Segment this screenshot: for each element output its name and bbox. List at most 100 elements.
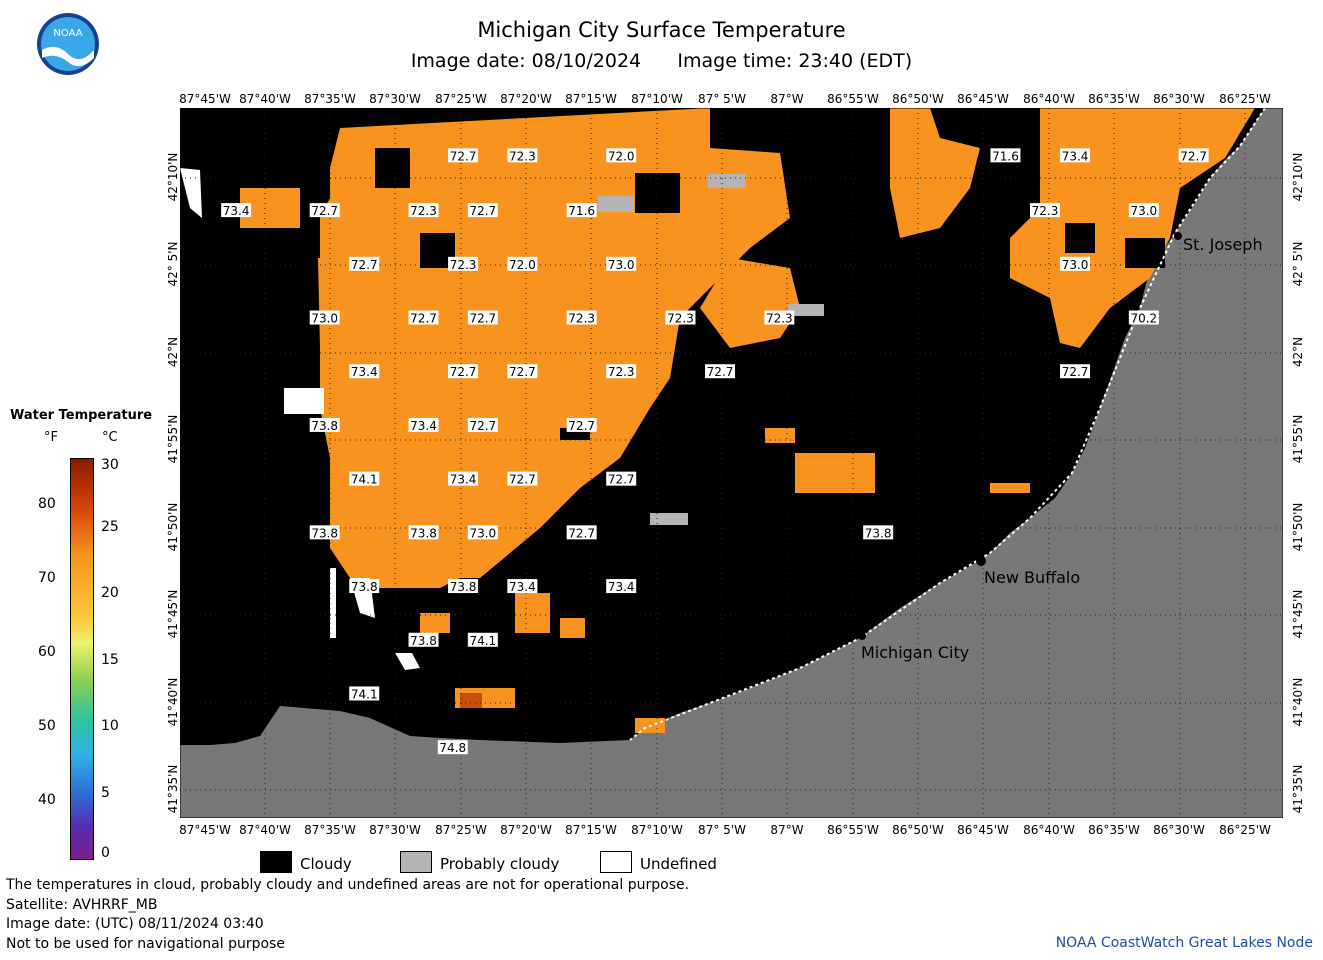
temperature-label: 72.7 — [707, 365, 734, 379]
longitude-tick: 86°40'W — [1023, 92, 1075, 106]
logo-text: NOAA — [53, 28, 82, 39]
temperature-label-bg — [309, 203, 340, 218]
temperature-label-bg — [448, 471, 479, 486]
latitude-tick: 41°50'N — [166, 502, 180, 552]
temperature-label-bg — [606, 364, 637, 379]
temperature-label: 72.0 — [509, 258, 536, 272]
temperature-label-bg — [448, 148, 479, 163]
temperature-label-bg — [448, 364, 479, 379]
temperature-label-bg — [1030, 203, 1061, 218]
longitude-tick: 86°40'W — [1023, 823, 1075, 837]
colorbar-tick-c: 10 — [101, 718, 119, 734]
warm-spot — [460, 693, 482, 708]
temperature-label-bg — [408, 203, 439, 218]
longitude-tick: 86°50'W — [892, 823, 944, 837]
longitude-tick: 87°25'W — [435, 92, 487, 106]
temperature-label-bg — [467, 310, 498, 325]
temperature-label: 72.7 — [509, 473, 536, 487]
longitude-tick: 87° 5'W — [698, 823, 746, 837]
temperature-label: 72.7 — [450, 365, 477, 379]
credit-link[interactable]: NOAA CoastWatch Great Lakes Node — [1055, 935, 1313, 951]
place-new-buffalo: New Buffalo — [984, 568, 1080, 587]
temperature-label-bg — [507, 148, 538, 163]
temperature-label: 72.7 — [1180, 149, 1207, 163]
longitude-tick: 87°45'W — [179, 823, 231, 837]
longitude-tick: 87° 5'W — [698, 92, 746, 106]
temperature-label-bg — [408, 525, 439, 540]
temperature-label: 72.3 — [509, 149, 536, 163]
colorbar-tick-f: 70 — [38, 570, 56, 586]
temperature-label-bg — [507, 579, 538, 594]
temperature-label-bg — [566, 417, 597, 432]
longitude-tick: 87°15'W — [565, 92, 617, 106]
temperature-label-bg — [309, 525, 340, 540]
colorbar-tick-c: 0 — [101, 845, 110, 861]
image-datetime: Image date: 08/10/2024 Image time: 23:40… — [0, 50, 1323, 72]
longitude-tick: 87°W — [770, 92, 804, 106]
graticule — [180, 108, 1283, 818]
temperature-label: 74.1 — [351, 473, 378, 487]
temperature-label-bg — [507, 364, 538, 379]
longitude-tick: 87°20'W — [500, 823, 552, 837]
latitude-tick: 42°N — [1291, 336, 1305, 368]
longitude-tick: 86°35'W — [1088, 823, 1140, 837]
temperature-label-bg — [1060, 256, 1091, 271]
temperature-label: 72.7 — [608, 473, 635, 487]
temperature-label-bg — [349, 471, 380, 486]
latitude-tick: 42° 5'N — [1291, 241, 1305, 287]
temperature-label: 72.3 — [667, 312, 694, 326]
temperature-label: 72.7 — [351, 258, 378, 272]
temperature-label: 73.0 — [1130, 204, 1157, 218]
temperature-label: 72.7 — [1062, 365, 1089, 379]
longitude-tick: 87°30'W — [369, 92, 421, 106]
temperature-label: 74.1 — [469, 634, 496, 648]
temperature-labels: 72.7 72.3 72.0 71.6 73.4 72.7 73.4 72.7 72.3 72.7… — [221, 148, 1209, 755]
longitude-tick: 86°25'W — [1219, 92, 1271, 106]
temperature-label-bg — [467, 632, 498, 647]
latitude-tick: 41°40'N — [166, 677, 180, 727]
temperature-label: 72.7 — [450, 149, 477, 163]
footer-utc-date: Image date: (UTC) 08/11/2024 03:40 — [6, 916, 264, 932]
longitude-tick: 86°50'W — [892, 92, 944, 106]
temperature-label: 72.3 — [410, 204, 437, 218]
temperature-label-bg — [437, 740, 468, 755]
latitude-tick: 41°45'N — [1291, 589, 1305, 639]
colorbar-title: Water Temperature — [10, 408, 153, 423]
temperature-label-bg — [566, 203, 597, 218]
temperature-label: 73.8 — [865, 526, 892, 540]
longitude-tick: 87°20'W — [500, 92, 552, 106]
legend-undefined-label: Undefined — [640, 855, 717, 873]
page-title: Michigan City Surface Temperature — [477, 18, 846, 42]
legend-probably-cloudy-label: Probably cloudy — [440, 855, 560, 873]
place-st-joseph: St. Joseph — [1183, 235, 1263, 254]
longitude-tick: 86°30'W — [1153, 92, 1205, 106]
latitude-tick: 41°50'N — [1291, 502, 1305, 552]
temperature-label-bg — [221, 203, 252, 218]
temperature-label: 72.3 — [568, 312, 595, 326]
colorbar-tick-c: 5 — [101, 785, 110, 801]
longitude-tick: 87°10'W — [631, 92, 683, 106]
temperature-label-bg — [467, 525, 498, 540]
temperature-label: 72.7 — [410, 312, 437, 326]
footer-disclaimer: The temperatures in cloud, probably clou… — [6, 877, 690, 893]
temperature-label: 73.8 — [351, 580, 378, 594]
colorbar-tick-f: 60 — [38, 644, 56, 660]
noaa-logo: NOAA — [37, 13, 99, 75]
longitude-tick: 86°25'W — [1219, 823, 1271, 837]
longitude-tick: 87°40'W — [239, 823, 291, 837]
temperature-label-bg — [507, 471, 538, 486]
michigan-city-marker — [858, 632, 866, 640]
longitude-tick: 86°45'W — [957, 92, 1009, 106]
new-buffalo-marker — [976, 556, 986, 566]
temperature-label-bg — [507, 256, 538, 271]
legend-cloudy-label: Cloudy — [300, 855, 352, 873]
temperature-label: 73.4 — [223, 204, 250, 218]
temperature-label: 74.8 — [439, 741, 466, 755]
longitude-tick: 87°35'W — [304, 92, 356, 106]
temperature-label: 73.4 — [410, 419, 437, 433]
temperature-label-bg — [606, 471, 637, 486]
temperature-label: 73.0 — [1062, 258, 1089, 272]
image-date-label: Image date: 08/10/2024 — [410, 50, 642, 72]
colorbar-tick-f: 40 — [38, 792, 56, 808]
temperature-label-bg — [408, 632, 439, 647]
